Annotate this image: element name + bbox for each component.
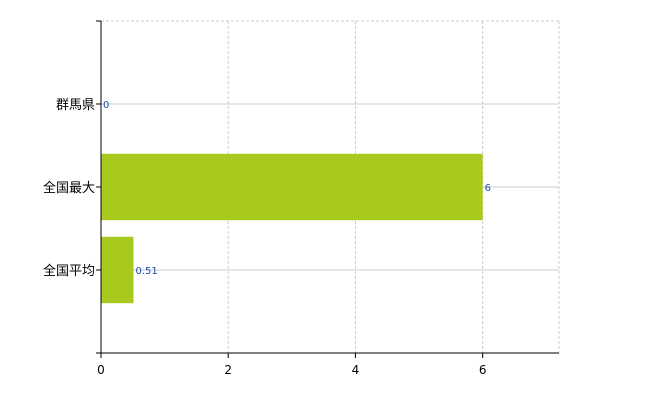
x-tick-label: 2 — [224, 363, 232, 377]
category-label: 全国平均 — [43, 263, 95, 279]
data-label: 0.51 — [135, 266, 157, 277]
x-tick-label: 4 — [352, 363, 360, 377]
category-label: 全国最大 — [43, 180, 95, 196]
x-tick-label: 6 — [479, 363, 487, 377]
x-tick-label: 0 — [97, 363, 105, 377]
data-label: 6 — [485, 183, 491, 194]
bar — [101, 153, 483, 221]
bar — [101, 236, 134, 304]
data-label: 0 — [103, 100, 109, 111]
category-label: 群馬県 — [56, 98, 95, 113]
